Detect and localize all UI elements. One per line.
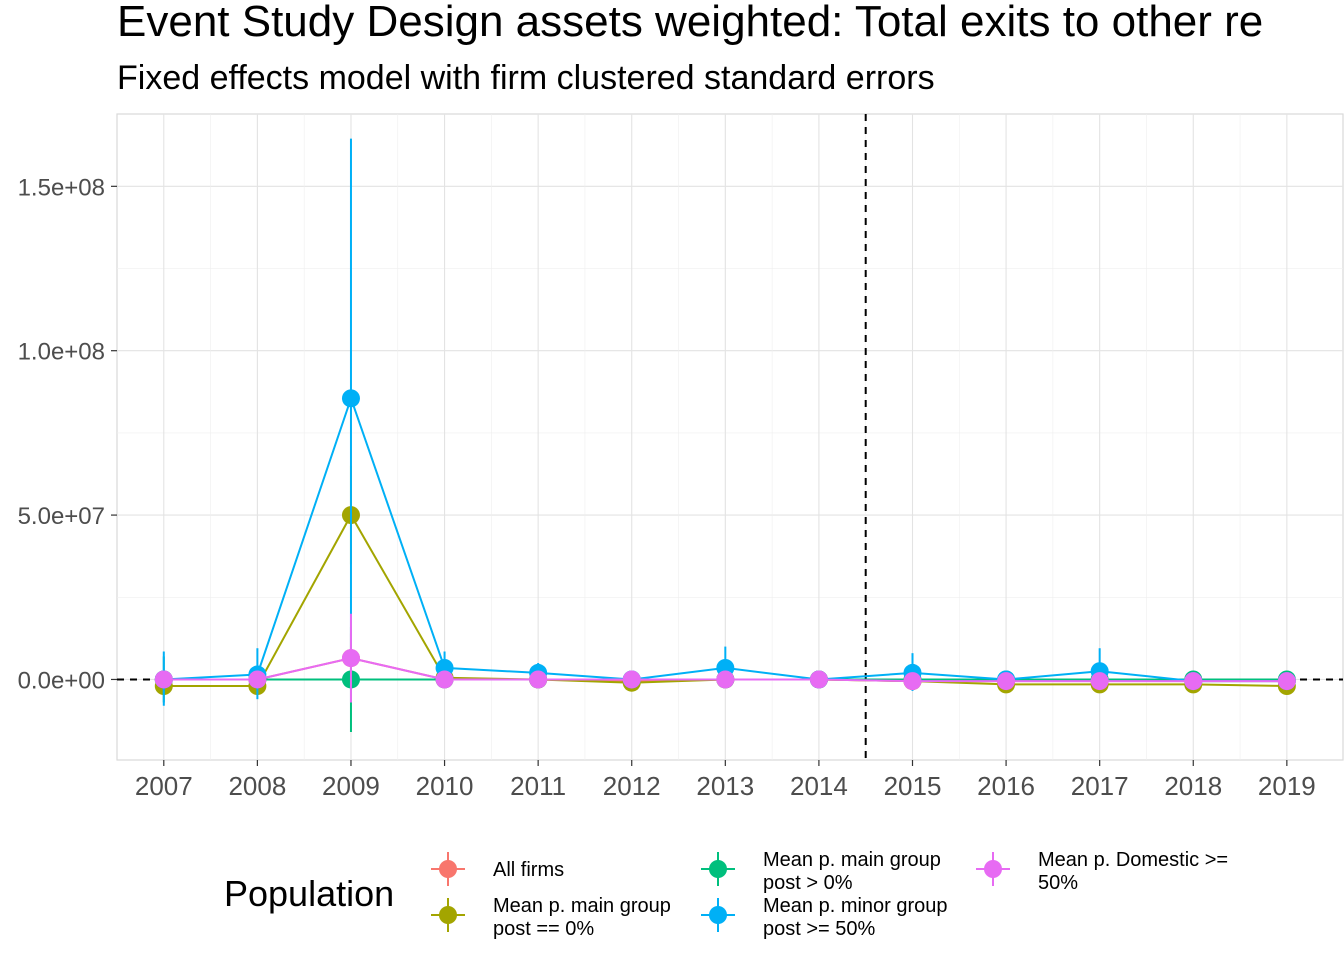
chart-title: Event Study Design assets weighted: Tota…: [117, 0, 1263, 46]
y-tick-label: 1.0e+08: [18, 339, 105, 366]
data-point: [716, 670, 735, 689]
legend-key-point: [984, 860, 1002, 878]
x-tick-label: 2013: [696, 771, 754, 801]
legend-label: Mean p. main group: [763, 849, 941, 871]
data-point: [154, 670, 173, 689]
data-series: [154, 138, 1296, 733]
series-group: [154, 613, 1296, 703]
y-tick-label: 5.0e+07: [18, 503, 105, 530]
x-tick-label: 2014: [790, 771, 848, 801]
x-tick-label: 2010: [416, 771, 474, 801]
data-point: [997, 672, 1016, 691]
legend-label: Mean p. Domestic >=: [1038, 849, 1228, 871]
legend-key-point: [709, 860, 727, 878]
legend-label: post == 0%: [493, 918, 594, 940]
legend-title: Population: [224, 873, 394, 914]
legend-key-point: [439, 906, 457, 924]
x-tick-label: 2019: [1258, 771, 1316, 801]
legend-item: Mean p. Domestic >=50%: [976, 849, 1228, 894]
data-point: [1090, 672, 1109, 691]
legend-key-point: [709, 906, 727, 924]
y-axis: 0.0e+00 5.0e+07 1.0e+08 1.5e+08: [18, 174, 117, 694]
data-point: [341, 389, 360, 408]
data-point: [903, 672, 922, 691]
legend-label: Mean p. minor group: [763, 895, 948, 917]
x-tick-label: 2016: [977, 771, 1035, 801]
data-point: [622, 670, 641, 689]
plot-background: [116, 113, 1344, 761]
legend-item: All firms: [431, 852, 564, 886]
x-axis: 2007 2008 2009 2010 2011 2012 2013 2014 2015 2016…: [135, 760, 1316, 801]
legend-label: Mean p. main group: [493, 895, 671, 917]
legend-label: 50%: [1038, 872, 1078, 894]
data-point: [1277, 672, 1296, 691]
data-point: [435, 670, 454, 689]
y-tick-label: 1.5e+08: [18, 174, 105, 201]
x-tick-label: 2018: [1164, 771, 1222, 801]
plot-panel: [116, 113, 1344, 761]
legend-label: All firms: [493, 859, 564, 881]
x-tick-label: 2009: [322, 771, 380, 801]
chart-subtitle: Fixed effects model with firm clustered …: [117, 59, 935, 97]
legend-key-point: [439, 860, 457, 878]
data-point: [248, 670, 267, 689]
x-tick-label: 2017: [1071, 771, 1129, 801]
legend-label: post > 0%: [763, 872, 853, 894]
x-tick-label: 2007: [135, 771, 193, 801]
data-point: [809, 670, 828, 689]
data-point: [529, 670, 548, 689]
y-tick-label: 0.0e+00: [18, 667, 105, 694]
x-tick-label: 2015: [884, 771, 942, 801]
data-point: [1184, 672, 1203, 691]
x-tick-label: 2012: [603, 771, 661, 801]
x-tick-label: 2011: [510, 771, 566, 801]
x-tick-label: 2008: [228, 771, 286, 801]
data-point: [341, 649, 360, 668]
legend-label: post >= 50%: [763, 918, 876, 940]
